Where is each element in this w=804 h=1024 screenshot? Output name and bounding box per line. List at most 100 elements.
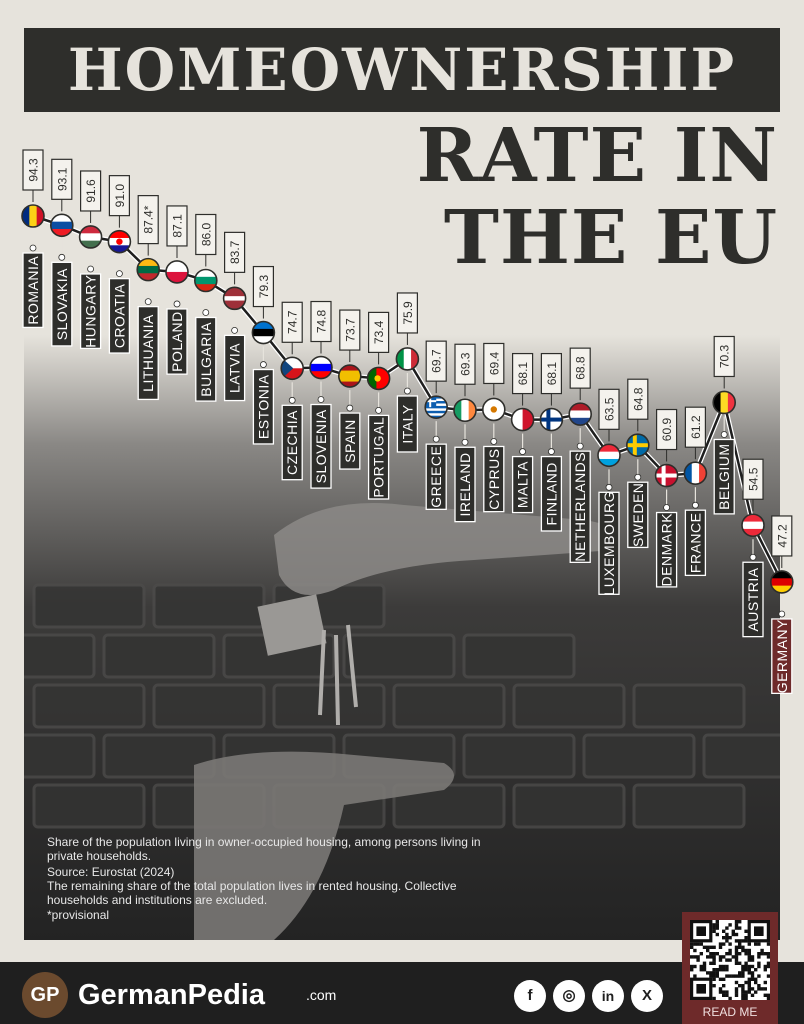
malta-flag-icon bbox=[511, 408, 534, 431]
country-label: FINLAND bbox=[543, 462, 559, 525]
romania-flag-icon bbox=[22, 205, 44, 227]
value-label: 69.7 bbox=[430, 349, 444, 373]
country-label: ITALY bbox=[399, 404, 415, 443]
value-label: 75.9 bbox=[401, 301, 415, 325]
value-label-box bbox=[540, 352, 563, 395]
value-label: 87.4* bbox=[142, 205, 156, 233]
data-point-ireland: 69.3 IRELAND bbox=[453, 343, 477, 523]
value-label-box bbox=[627, 378, 649, 420]
value-label: 91.6 bbox=[84, 179, 98, 203]
country-label-box bbox=[540, 455, 563, 532]
value-label-box bbox=[108, 175, 131, 217]
data-point-malta: 68.1 MALTA bbox=[510, 352, 535, 514]
brand-name[interactable]: GermanPedia bbox=[78, 979, 265, 1011]
country-label: NETHERLANDS bbox=[572, 452, 588, 562]
cyprus-flag-icon bbox=[482, 398, 505, 421]
country-label: SWEDEN bbox=[630, 483, 646, 547]
country-label-box bbox=[339, 412, 361, 470]
country-label: FRANCE bbox=[687, 513, 703, 574]
value-label-box bbox=[281, 301, 303, 343]
country-label: LUXEMBOURG bbox=[601, 491, 617, 596]
country-label-box bbox=[569, 450, 591, 563]
value-label: 68.1 bbox=[516, 362, 530, 386]
country-label-box bbox=[22, 252, 44, 329]
value-label-box bbox=[483, 342, 505, 385]
country-label: DENMARK bbox=[659, 513, 675, 587]
value-label: 69.3 bbox=[459, 352, 473, 376]
value-label: 86.0 bbox=[199, 222, 213, 246]
data-point-luxembourg: 63.5 LUXEMBOURG bbox=[597, 388, 621, 596]
value-label: 68.1 bbox=[545, 362, 559, 386]
data-point-denmark: 60.9 DENMARK bbox=[654, 408, 679, 588]
note-source: Source: Eurostat (2024) bbox=[47, 865, 175, 879]
data-point-italy: 75.9 ITALY bbox=[395, 292, 420, 453]
value-label-box bbox=[224, 231, 246, 273]
value-label: 70.3 bbox=[718, 344, 732, 368]
country-label: CROATIA bbox=[111, 283, 127, 348]
country-label: LITHUANIA bbox=[140, 314, 156, 392]
x-icon[interactable]: X bbox=[631, 980, 663, 1012]
country-label-box bbox=[511, 455, 534, 514]
hungary-flag-icon bbox=[79, 225, 102, 248]
bulgaria-flag-icon bbox=[194, 269, 217, 292]
data-point-finland: 68.1 FINLAND bbox=[539, 352, 564, 532]
germanpedia-logo-icon[interactable]: GP bbox=[22, 972, 68, 1018]
value-label: 93.1 bbox=[55, 167, 69, 191]
country-label-box bbox=[771, 618, 793, 695]
country-label-box bbox=[425, 443, 447, 510]
value-label-box bbox=[742, 458, 764, 500]
country-label-box bbox=[51, 261, 73, 347]
slovakia-flag-icon bbox=[50, 214, 73, 237]
country-label: CZECHIA bbox=[284, 410, 300, 475]
data-point-portugal: 73.4 PORTUGAL bbox=[366, 311, 391, 500]
country-label-box bbox=[713, 438, 735, 515]
instagram-icon[interactable]: ◎ bbox=[553, 980, 585, 1012]
value-label-box bbox=[569, 347, 591, 389]
value-label-box bbox=[22, 149, 44, 191]
poland-flag-icon bbox=[166, 260, 188, 283]
data-point-germany: 47.2 GERMANY bbox=[769, 515, 794, 695]
value-label: 68.8 bbox=[574, 356, 588, 380]
country-label: HUNGARY bbox=[83, 274, 99, 347]
slovenia-flag-icon bbox=[310, 356, 332, 379]
country-label-box bbox=[166, 308, 188, 375]
value-label: 73.4 bbox=[372, 320, 386, 344]
read-me-label[interactable]: READ ME bbox=[702, 1005, 758, 1019]
data-point-poland: 87.1 POLAND bbox=[165, 205, 189, 375]
data-point-lithuania: 87.4* LITHUANIA bbox=[136, 195, 160, 401]
country-label-box bbox=[223, 334, 246, 402]
data-point-belgium: 70.3 BELGIUM bbox=[712, 335, 737, 515]
value-label: 83.7 bbox=[228, 240, 242, 264]
data-point-romania: 94.3 ROMANIA bbox=[21, 149, 45, 329]
country-label-box bbox=[195, 316, 217, 402]
note-provisional: *provisional bbox=[47, 908, 110, 922]
qr-code-icon[interactable] bbox=[690, 920, 770, 1000]
facebook-icon[interactable]: f bbox=[514, 980, 546, 1012]
country-label-box bbox=[367, 414, 390, 500]
value-label-box bbox=[511, 352, 534, 395]
data-point-greece: 69.7 GREECE bbox=[424, 340, 449, 510]
value-label: 87.1 bbox=[171, 214, 185, 238]
value-label-box bbox=[137, 195, 159, 245]
title-banner bbox=[24, 28, 780, 112]
value-label: 74.7 bbox=[286, 310, 300, 334]
linkedin-icon[interactable]: in bbox=[592, 980, 624, 1012]
sweden-flag-icon bbox=[626, 434, 649, 457]
value-label-box bbox=[252, 265, 274, 308]
germany-flag-icon bbox=[770, 570, 793, 593]
country-label-box bbox=[655, 511, 678, 588]
belgium-flag-icon bbox=[713, 391, 736, 414]
value-label: 47.2 bbox=[775, 524, 789, 548]
data-point-slovakia: 93.1 SLOVAKIA bbox=[49, 158, 74, 347]
data-point-bulgaria: 86.0 BULGARIA bbox=[194, 213, 218, 402]
value-label-box bbox=[771, 515, 793, 557]
data-point-austria: 54.5 AUSTRIA bbox=[741, 458, 765, 638]
country-label-box bbox=[252, 368, 275, 445]
data-point-estonia: 79.3 ESTONIA bbox=[251, 265, 276, 445]
country-label-box bbox=[598, 491, 620, 595]
country-label-box bbox=[627, 481, 649, 549]
value-label-box bbox=[195, 213, 217, 256]
austria-flag-icon bbox=[742, 514, 764, 537]
value-label-box bbox=[713, 335, 735, 378]
country-label: PORTUGAL bbox=[371, 417, 387, 498]
